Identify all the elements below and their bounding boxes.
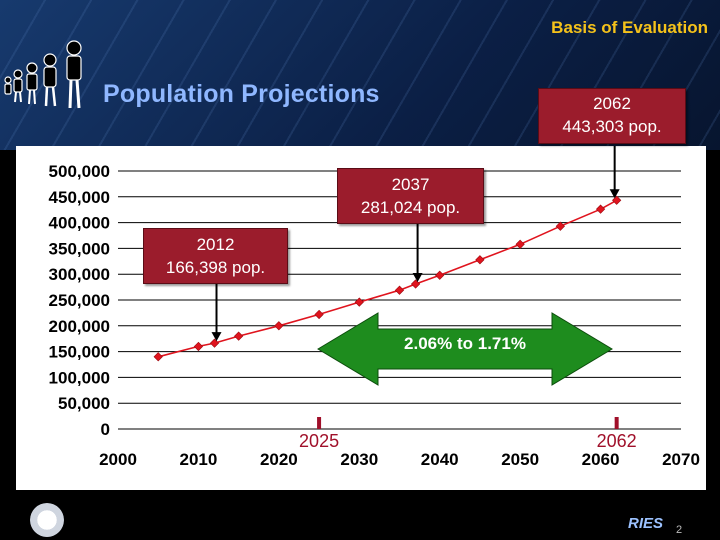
data-point xyxy=(410,279,421,289)
x-tick-label: 2070 xyxy=(662,450,700,469)
growth-rate-label: 2.06% to 1.71% xyxy=(404,334,526,353)
y-tick-label: 50,000 xyxy=(58,394,110,413)
data-point xyxy=(515,239,525,249)
callout-population: 443,303 pop. xyxy=(562,117,662,136)
pointer-2037-head xyxy=(412,272,423,282)
callout-year: 2012 xyxy=(196,235,235,254)
data-point xyxy=(153,352,163,362)
y-tick-label: 300,000 xyxy=(49,265,110,284)
year-marker xyxy=(614,417,619,429)
year-marker-label: 2062 xyxy=(597,431,637,451)
pointer-2012-head xyxy=(211,332,222,342)
year-marker-label: 2025 xyxy=(299,431,339,451)
data-point xyxy=(475,255,485,265)
x-tick-label: 2000 xyxy=(99,450,137,469)
page-number: 2 xyxy=(676,524,683,536)
data-point xyxy=(274,321,284,331)
data-point xyxy=(394,285,405,295)
data-point xyxy=(193,341,204,352)
page-title: Population Projections xyxy=(103,80,380,108)
data-point xyxy=(314,309,324,320)
callout-2012: 2012 166,398 pop. xyxy=(143,228,288,284)
data-point xyxy=(234,331,244,341)
callout-year: 2037 xyxy=(391,175,430,194)
data-point xyxy=(555,221,565,231)
chart-panel: 0 50,000 100,000 150,000 200,000 250,000 300,0… xyxy=(16,146,706,490)
y-tick-label: 150,000 xyxy=(49,343,110,362)
seal-logo xyxy=(30,503,64,537)
callout-population: 281,024 pop. xyxy=(360,198,461,217)
year-marker xyxy=(317,417,322,429)
x-tick-label: 2050 xyxy=(501,450,539,469)
footer-band xyxy=(0,494,720,540)
population-figures-icon xyxy=(4,40,82,109)
pointer-2062-head xyxy=(609,189,620,199)
y-tick-label: 200,000 xyxy=(49,317,110,336)
callout-2037: 2037 281,024 pop. xyxy=(337,168,484,224)
data-point xyxy=(209,338,220,348)
data-point xyxy=(435,270,445,280)
population-chart: 0 50,000 100,000 150,000 200,000 250,000 300,0… xyxy=(49,146,700,469)
growth-rate-arrow xyxy=(317,312,613,386)
y-tick-label: 450,000 xyxy=(49,188,110,207)
x-tick-label: 2030 xyxy=(340,450,378,469)
y-tick-label: 250,000 xyxy=(49,291,110,310)
callout-population: 166,398 pop. xyxy=(165,258,266,277)
callout-year: 2062 xyxy=(593,94,631,113)
x-tick-label: 2020 xyxy=(260,450,298,469)
data-point xyxy=(595,204,606,214)
ries-logo: RIES xyxy=(628,515,664,532)
y-tick-label: 400,000 xyxy=(49,214,110,233)
data-point xyxy=(612,195,622,205)
y-tick-label: 350,000 xyxy=(49,239,110,258)
x-tick-label: 2060 xyxy=(582,450,620,469)
section-label: Basis of Evaluation xyxy=(551,18,708,37)
callout-2062: 2062 443,303 pop. xyxy=(538,88,686,144)
y-tick-label: 500,000 xyxy=(49,162,110,181)
x-tick-label: 2040 xyxy=(421,450,459,469)
y-tick-label: 0 xyxy=(101,420,110,439)
x-tick-label: 2010 xyxy=(180,450,218,469)
data-point xyxy=(354,297,364,307)
y-tick-label: 100,000 xyxy=(49,368,110,387)
